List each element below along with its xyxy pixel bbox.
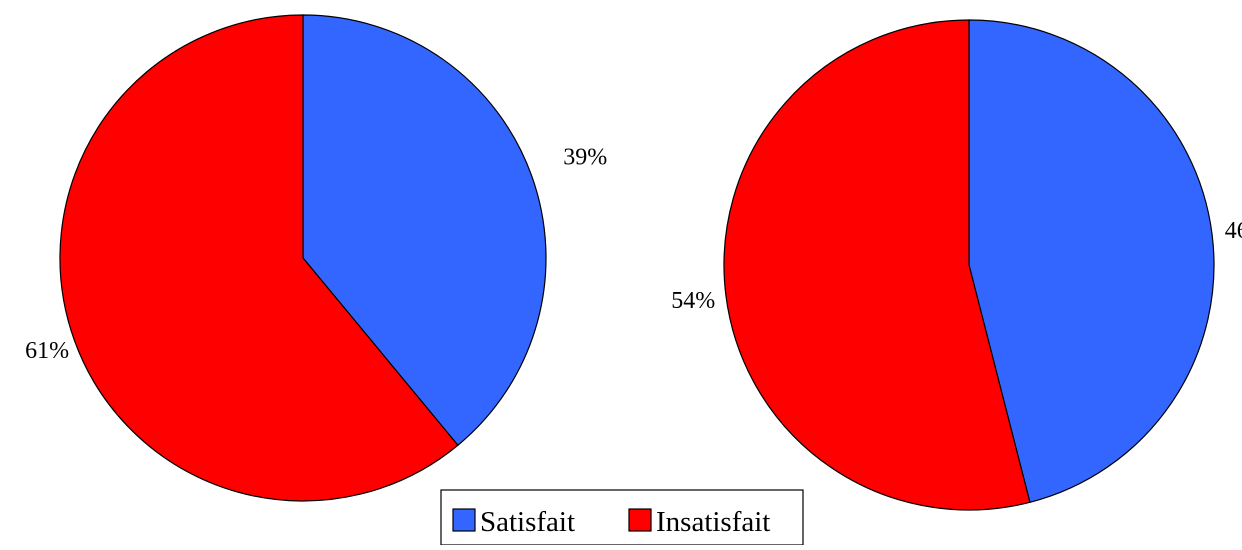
legend: Satisfait Insatisfait [440,489,804,546]
pie-1-label-insatisfait: 61% [25,338,69,364]
pie-chart-2: 46% 54% [671,19,1242,511]
pie-chart-1: 39% 61% [25,14,607,502]
pie-2-slice-insatisfait [723,19,1031,511]
pie-2-label-insatisfait: 54% [671,288,715,314]
legend-swatch-insatisfait [628,508,652,532]
pie-2-label-satisfait: 46% [1225,218,1242,244]
pie-1-label-satisfait: 39% [563,144,607,170]
pie-1-slice-satisfait [302,14,547,447]
pie-2-slice-satisfait [968,19,1215,504]
legend-box [440,489,804,546]
legend-label-satisfait: Satisfait [480,506,575,538]
pie-1-slice-insatisfait [59,14,459,502]
legend-label-insatisfait: Insatisfait [656,506,770,538]
legend-swatch-satisfait [452,508,476,532]
pies-layer: 39% 61% 46% 54% [25,14,1242,511]
